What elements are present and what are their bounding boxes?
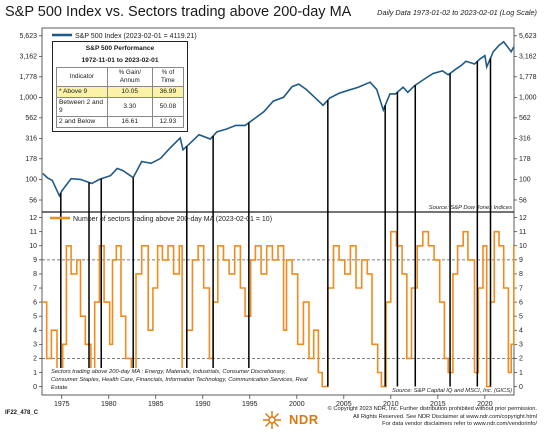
y-tick-label-left: 316 bbox=[25, 136, 37, 143]
x-tick-label: 1985 bbox=[148, 401, 164, 408]
y-tick-label-right: 2 bbox=[519, 356, 523, 363]
y-tick-label-left: 5,623 bbox=[19, 33, 37, 40]
y-tick-label-right: 11 bbox=[519, 229, 526, 236]
y-tick-label-left: 100 bbox=[25, 177, 37, 184]
gain-cell: 16.61 bbox=[106, 116, 153, 128]
y-tick-label-left: 1,000 bbox=[19, 95, 37, 102]
y-tick-label-left: 3 bbox=[33, 342, 37, 349]
performance-title-1: S&P 500 Performance bbox=[85, 45, 155, 52]
x-tick-label: 1990 bbox=[195, 401, 211, 408]
sectors-source: Source: S&P Capital IQ and MSCI, Inc. (G… bbox=[392, 388, 512, 394]
y-tick-label-left: 1 bbox=[33, 370, 37, 377]
y-tick-label-right: 56 bbox=[519, 197, 527, 204]
performance-row-between: Between 2 and 9 3.30 50.08 bbox=[56, 97, 185, 117]
performance-row-above-9: * Above 9 10.05 36.99 bbox=[56, 86, 185, 98]
time-cell: 50.08 bbox=[151, 97, 185, 117]
time-cell: 36.99 bbox=[151, 86, 185, 98]
disclaimer-line-1: © Copyright 2023 NDR, Inc. Further distr… bbox=[327, 406, 537, 412]
header-gain: % Gain/ Annum bbox=[106, 67, 153, 87]
y-tick-label-right: 0 bbox=[519, 384, 523, 391]
y-tick-label-right: 6 bbox=[519, 299, 523, 306]
sectors-legend: Number of sectors trading above 200-day … bbox=[50, 216, 272, 223]
y-tick-label-left: 56 bbox=[29, 197, 37, 204]
performance-header-row: Indicator % Gain/ Annum % of Time bbox=[56, 67, 185, 87]
sp500-source: Source: S&P Dow Jones Indices bbox=[429, 205, 512, 211]
chart-id: IF22_478_C bbox=[5, 410, 39, 416]
indicator-cell: Between 2 and 9 bbox=[56, 97, 108, 117]
y-tick-label-left: 9 bbox=[33, 257, 37, 264]
y-tick-label-right: 1,778 bbox=[519, 74, 537, 81]
sectors-note: Sectors trading above 200-day MA : Energ… bbox=[51, 368, 313, 392]
x-tick-label: 1975 bbox=[54, 401, 70, 408]
signal-lines bbox=[60, 58, 492, 387]
y-tick-label-left: 0 bbox=[33, 384, 37, 391]
performance-table: Indicator % Gain/ Annum % of Time * Abov… bbox=[56, 67, 185, 128]
y-tick-label-left: 10 bbox=[29, 243, 37, 250]
y-tick-label-right: 3,162 bbox=[519, 54, 537, 61]
y-tick-label-left: 3,162 bbox=[19, 54, 37, 61]
sp500-legend-label: S&P 500 Index (2023-02-01 = 4119.21) bbox=[75, 33, 197, 40]
header-time: % of Time bbox=[151, 67, 185, 87]
x-tick-label: 2000 bbox=[289, 401, 305, 408]
indicator-cell: 2 and Below bbox=[56, 116, 108, 128]
sp500-series-line bbox=[42, 40, 515, 198]
gain-cell: 3.30 bbox=[106, 97, 153, 117]
y-tick-label-right: 4 bbox=[519, 328, 523, 335]
indicator-cell: * Above 9 bbox=[56, 86, 108, 98]
ndr-logo-icon bbox=[263, 411, 281, 429]
y-tick-label-right: 100 bbox=[519, 177, 531, 184]
y-tick-label-right: 1,000 bbox=[519, 95, 537, 102]
time-cell: 12.93 bbox=[151, 116, 185, 128]
y-tick-label-right: 9 bbox=[519, 257, 523, 264]
y-tick-label-right: 5 bbox=[519, 313, 523, 320]
chart-title: S&P 500 Index vs. Sectors trading above … bbox=[5, 4, 352, 20]
sectors-legend-label: Number of sectors trading above 200-day … bbox=[73, 216, 272, 223]
x-tick-label: 2020 bbox=[477, 401, 493, 408]
y-tick-label-right: 1 bbox=[519, 370, 523, 377]
x-tick-label: 2015 bbox=[430, 401, 446, 408]
y-tick-label-left: 562 bbox=[25, 115, 37, 122]
ndr-logo-text: NDR bbox=[289, 412, 319, 427]
x-tick-label: 2005 bbox=[336, 401, 352, 408]
performance-box: S&P 500 Performance 1972-11-01 to 2023-0… bbox=[52, 41, 188, 132]
sp500-legend: S&P 500 Index (2023-02-01 = 4119.21) bbox=[52, 33, 197, 40]
y-tick-label-right: 3 bbox=[519, 342, 523, 349]
y-tick-label-right: 8 bbox=[519, 271, 523, 278]
y-tick-label-left: 178 bbox=[25, 156, 37, 163]
y-tick-label-right: 10 bbox=[519, 243, 527, 250]
y-tick-label-left: 1,778 bbox=[19, 74, 37, 81]
y-tick-label-left: 8 bbox=[33, 271, 37, 278]
y-tick-label-left: 11 bbox=[30, 229, 37, 236]
y-tick-label-right: 12 bbox=[519, 215, 527, 222]
gain-cell: 10.05 bbox=[106, 86, 153, 98]
disclaimer-line-2: All Rights Reserved. See NDR Disclaimer … bbox=[353, 413, 537, 420]
y-tick-label-left: 7 bbox=[33, 285, 37, 292]
y-tick-label-left: 4 bbox=[33, 328, 37, 335]
sectors-series-line bbox=[42, 230, 515, 388]
y-tick-label-left: 12 bbox=[29, 215, 37, 222]
y-tick-label-right: 178 bbox=[519, 156, 531, 163]
disclaimer: © Copyright 2023 NDR, Inc. Further distr… bbox=[328, 406, 537, 429]
y-tick-label-left: 5 bbox=[33, 313, 37, 320]
y-tick-label-left: 2 bbox=[33, 356, 37, 363]
y-tick-label-right: 5,623 bbox=[519, 33, 537, 40]
chart-subtitle: Daily Data 1973-01-02 to 2023-02-01 (Log… bbox=[377, 8, 537, 17]
disclaimer-line-3: For data vendor disclaimers refer to www… bbox=[382, 421, 537, 428]
x-tick-label: 1980 bbox=[101, 401, 117, 408]
y-tick-label-left: 6 bbox=[33, 299, 37, 306]
y-tick-label-right: 7 bbox=[519, 285, 523, 292]
performance-title-2: 1972-11-01 to 2023-02-01 bbox=[81, 56, 159, 64]
y-tick-label-right: 562 bbox=[519, 115, 531, 122]
x-tick-label: 2010 bbox=[383, 401, 399, 408]
header-indicator: Indicator bbox=[56, 67, 108, 87]
performance-row-below-2: 2 and Below 16.61 12.93 bbox=[56, 116, 185, 128]
y-tick-label-right: 316 bbox=[519, 136, 531, 143]
x-tick-label: 1995 bbox=[242, 401, 258, 408]
